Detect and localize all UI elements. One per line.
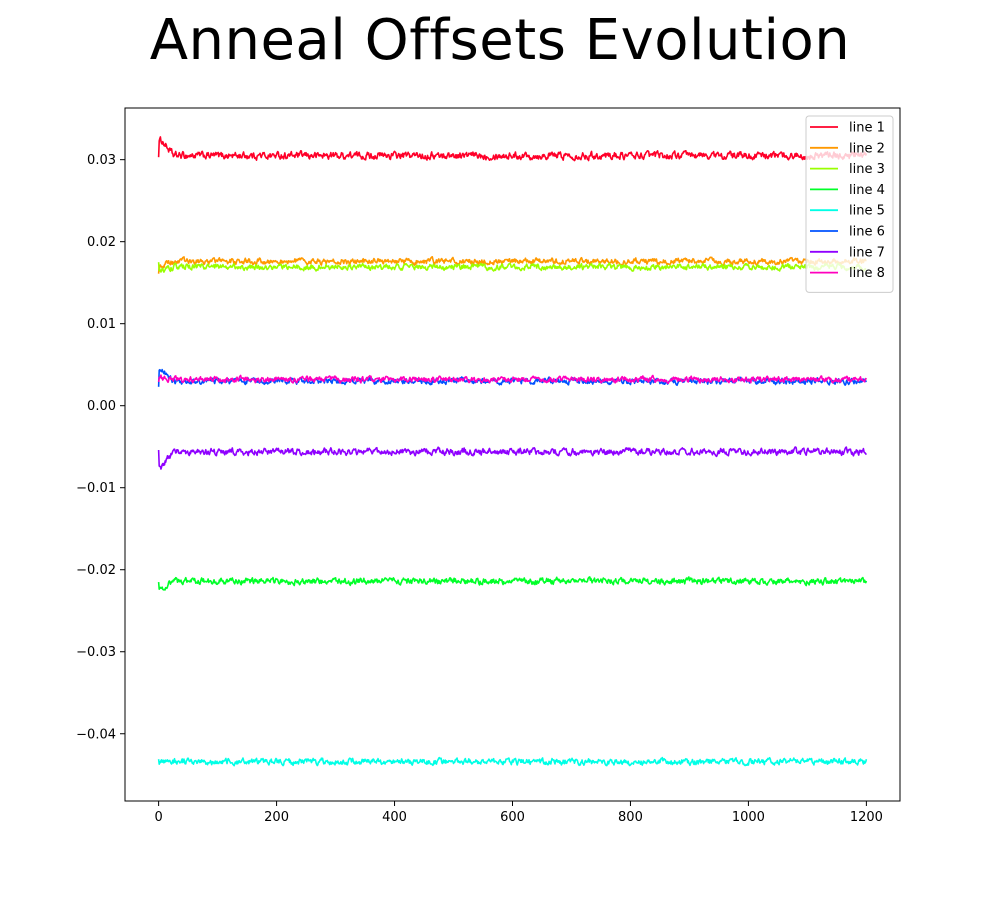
legend-label-5: line 5 [849,204,885,219]
legend-label-8: line 8 [849,266,885,281]
series-line-5 [157,756,868,767]
chart-title: Anneal Offsets Evolution [149,8,851,73]
series-line-2 [157,255,867,274]
y-tick-label: 0.03 [87,153,116,168]
legend-label-2: line 2 [849,141,885,156]
y-tick-label: 0.01 [87,317,116,332]
legend-label-3: line 3 [849,162,885,177]
x-tick-label: 600 [500,810,525,825]
y-tick-label: 0.00 [87,399,116,414]
series-line-3 [157,262,867,273]
series-group [157,136,868,767]
x-tick-label: 200 [264,810,289,825]
y-tick-label: −0.04 [76,727,116,742]
legend-label-1: line 1 [849,121,885,136]
y-tick-label: −0.03 [76,645,116,660]
legend-label-7: line 7 [849,245,885,260]
series-line-1 [157,136,868,162]
legend-label-4: line 4 [849,183,885,198]
series-line-7 [157,446,868,470]
legend: line 1 line 2 line 3 line 4 line 5 line 6 line… [805,115,894,293]
x-tick-label: 1200 [850,810,883,825]
plot-frame [124,107,901,802]
series-line-4 [157,576,868,591]
x-tick-label: 0 [154,810,162,825]
x-tick-label: 400 [382,810,407,825]
y-tick-label: 0.02 [87,235,116,250]
x-tick-label: 1000 [732,810,765,825]
y-tick-label: −0.01 [76,481,116,496]
legend-box [805,115,894,293]
x-tick-label: 800 [618,810,643,825]
legend-label-6: line 6 [849,225,885,240]
series-line-8 [157,374,868,385]
y-tick-label: −0.02 [76,563,116,578]
